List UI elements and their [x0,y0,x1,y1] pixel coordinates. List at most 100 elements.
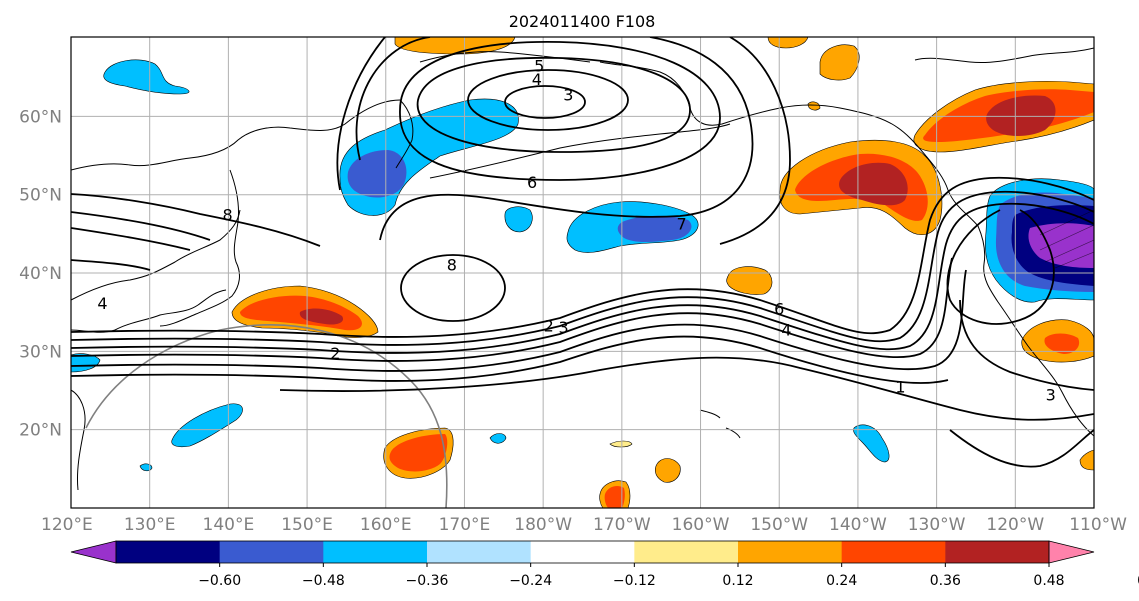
colorbar-frame [115,540,1050,564]
lat-tick-label: 40°N [19,264,62,284]
coastline-north-america [914,47,1094,437]
lat-tick-label: 50°N [19,186,62,206]
negative-anomaly-small-1 [504,206,533,233]
lon-tick-label: 150°W [750,515,808,535]
lon-tick-label: 160°W [672,515,730,535]
contour-west-us [946,209,1055,325]
contour-jet-4 [71,257,953,362]
contour-label: 5 [534,56,544,75]
contour-high-8 [400,254,506,322]
colorbar-box [427,541,532,563]
colorbar-tick-label: −0.24 [509,573,552,589]
contour-jet-3 [71,202,1094,354]
negative-anomaly-tiny [489,433,507,444]
contour-label: 3 [1046,385,1056,404]
map-frame [70,36,1095,509]
contour-low-3-inner [504,85,586,119]
negative-anomaly-subtropic-west [171,403,243,448]
colorbar-box [116,541,221,563]
contour-label: 2 [544,317,554,336]
contour-label: 8 [223,205,233,224]
colorbar-box [530,541,635,563]
contour-8-west [71,193,321,271]
coastline-alaska [599,61,927,157]
colorbar-extend-high [1048,540,1095,564]
positive-anomaly-small-4 [807,101,821,111]
contour-3 [959,299,1094,391]
coastline-hawaii [699,409,741,439]
contour-label: 4 [97,294,107,313]
contour-jet-2 [71,190,1094,346]
lon-tick-label: 140°E [203,515,255,535]
colorbar-box [945,541,1050,563]
contour-low-3 [467,69,629,131]
coastline-japan [159,169,240,327]
contour-label: 7 [677,215,687,234]
lon-tick-label: 130°W [908,515,966,535]
contour-jet-5 [71,269,967,372]
lon-tick-label: 180°W [514,515,572,535]
colorbar-box [738,541,843,563]
negative-anomaly-tiny-2 [139,463,153,472]
colorbar-tick-label: −0.60 [198,573,241,589]
contour-2 [949,429,1094,468]
contour-low-5 [399,40,721,181]
contour-7 [336,37,791,245]
coastline-asia [71,99,401,491]
contour-lines [71,37,1094,468]
coastlines [71,47,1094,491]
contour-low-4 [416,56,691,153]
colorbar-tick-label: −0.36 [406,573,449,589]
axis-labels: 120°E 130°E 140°E 150°E 160°E 170°E 180°W 170°W… [19,107,1127,535]
positive-anomaly-south-2 [654,458,681,483]
lon-tick-label: 160°E [360,515,412,535]
colorbar-box [841,541,946,563]
colorbar-box [219,541,324,563]
contour-label: 6 [527,173,537,192]
lat-tick-label: 20°N [19,421,62,441]
great-circle-arc [85,324,448,508]
positive-anomaly-mid [726,266,773,295]
colorbar-box [634,541,739,563]
map-title: 2024011400 F108 [509,12,656,31]
contour-label: 8 [447,255,457,274]
positive-anomaly-subtropic [383,427,454,479]
colorbar: −0.60 −0.48 −0.36 −0.24 −0.12 0.12 0.24 0.36 0.4… [70,540,1139,589]
colorbar-tick-label: 0.36 [930,573,961,589]
lon-tick-label: 120°E [41,515,93,535]
contour-jet-6 [71,335,949,384]
negative-anomaly-nw-small [103,59,190,95]
lon-tick-label: 170°E [439,515,491,535]
contour-1 [279,356,1094,421]
contour-label: 4 [781,320,791,339]
positive-anomaly-north-small [767,37,809,49]
contour-label: 4 [532,70,542,89]
lon-tick-label: 170°W [593,515,651,535]
lon-tick-label: 130°E [124,515,176,535]
positive-anomaly-gulf-of-alaska [779,139,943,235]
lat-tick-label: 30°N [19,342,62,362]
positive-anomaly-south-1 [599,480,631,508]
colorbar-box [323,541,428,563]
colorbar-tick-label: 0.24 [826,573,857,589]
negative-anomaly-kamchatka [339,98,519,216]
lon-tick-label: 110°W [1069,515,1127,535]
colorbar-tick-label: 0.60 [1137,573,1139,589]
shaded-anomalies [71,37,1094,508]
lon-tick-label: 150°E [281,515,333,535]
negative-anomaly-west-pacific-edge [71,353,101,373]
contour-label: 1 [895,378,905,397]
negative-anomaly-west-us [985,178,1094,303]
colorbar-extend-low [70,540,117,564]
contour-label: 6 [774,299,784,318]
positive-anomaly-tiny [609,440,633,448]
contour-jet-1 [71,176,1094,338]
colorbar-tick-label: −0.12 [613,573,656,589]
coastline-aleutians [429,123,731,179]
contour-6 [355,37,754,241]
contour-label: 3 [559,318,569,337]
lat-tick-label: 60°N [19,107,62,127]
